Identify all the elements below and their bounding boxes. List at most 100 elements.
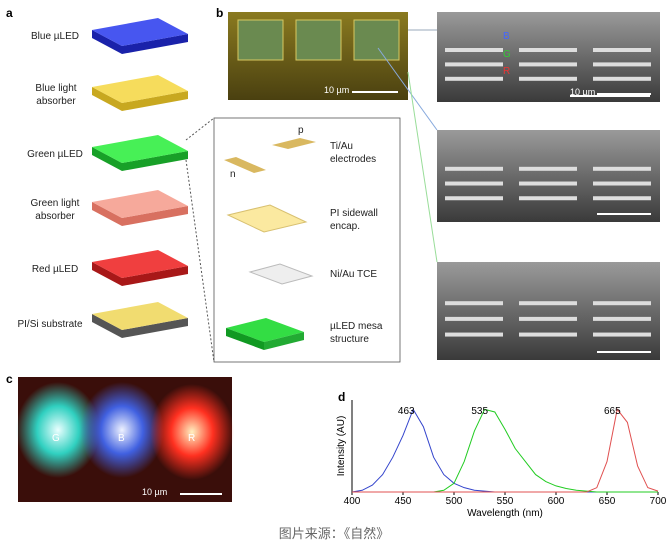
peak-label: 665 <box>604 406 621 417</box>
electrode-label: n <box>230 169 236 180</box>
red-pixel <box>150 384 234 480</box>
sem-layer <box>519 332 577 337</box>
electrode-n <box>224 157 266 173</box>
inset-box <box>213 117 401 363</box>
sem-layer <box>593 332 651 337</box>
slab-side <box>92 147 122 171</box>
x-tick-label: 600 <box>548 496 565 507</box>
slab-side <box>122 91 188 111</box>
layer-label: Blue light absorber <box>35 83 77 107</box>
x-tick-label: 500 <box>446 496 463 507</box>
pixel <box>353 19 400 61</box>
sem-layer <box>445 301 503 306</box>
sem-layer <box>445 48 503 52</box>
slab-side <box>122 206 188 226</box>
pixel-label: R <box>188 433 196 444</box>
slab-top <box>92 302 188 330</box>
inset-label: PI sidewall encap. <box>330 208 378 232</box>
electrode-label: p <box>298 125 304 136</box>
mesa <box>226 318 304 342</box>
y-axis-label: Intensity (AU) <box>336 416 347 477</box>
sem-images <box>437 12 660 360</box>
sem-layer <box>445 62 503 67</box>
spectrum-line <box>352 408 658 493</box>
sem-layer <box>519 316 577 321</box>
slab-side <box>122 266 188 286</box>
sem-layer <box>593 301 651 306</box>
peak-label: 463 <box>398 406 415 417</box>
sem-layer <box>445 332 503 337</box>
sem-layer <box>519 76 577 81</box>
sem-label: G <box>503 49 511 60</box>
sem-layer <box>445 196 503 201</box>
sem-layer <box>593 166 651 171</box>
sem-layer <box>593 316 651 321</box>
slab-side <box>122 34 188 54</box>
electrode-p <box>272 138 316 149</box>
connector <box>377 47 438 131</box>
layer-label: Green light absorber <box>30 198 80 222</box>
connector <box>407 71 438 263</box>
sem-image <box>437 130 660 222</box>
sem-layer <box>445 316 503 321</box>
scale-label: 10 µm <box>142 487 168 497</box>
spectrum-line <box>352 408 659 493</box>
x-tick-label: 450 <box>395 496 412 507</box>
sem-layer <box>593 62 651 67</box>
sem-layer <box>519 301 577 306</box>
sem-image <box>437 262 660 360</box>
spectrum-line <box>351 408 658 493</box>
x-tick-label: 700 <box>650 496 667 507</box>
layer-label: Green µLED <box>27 149 83 160</box>
sem-layer <box>519 48 577 52</box>
panel-label: d <box>338 390 346 404</box>
sem-layer <box>593 181 651 186</box>
pixel-label: G <box>52 433 60 444</box>
caption: 图片来源：《自然》 <box>279 526 390 541</box>
x-tick-label: 400 <box>344 496 361 507</box>
sem-layer <box>593 196 651 201</box>
sem-label: R <box>503 66 511 77</box>
x-tick-label: 650 <box>599 496 616 507</box>
connector <box>185 117 215 141</box>
panel-label: b <box>216 6 224 20</box>
blue-pixel <box>80 382 164 478</box>
green-pixel <box>16 382 100 478</box>
peak-label: 535 <box>471 406 488 417</box>
pixel <box>237 19 284 61</box>
slab-side <box>122 151 188 171</box>
inset-label: µLED mesa structure <box>330 321 383 345</box>
scale-label: 10 µm <box>570 87 596 97</box>
pixel-label: B <box>118 433 125 444</box>
sem-layer <box>519 196 577 201</box>
mesa-side <box>226 328 264 350</box>
panel-label: c <box>6 372 13 386</box>
sem-layer <box>593 48 651 52</box>
sem-layer <box>593 76 651 81</box>
sem-label: B <box>503 31 510 42</box>
sem-layer <box>445 76 503 81</box>
inset-label: Ti/Au electrodes <box>330 141 377 165</box>
mesa-side <box>264 332 304 350</box>
inset-label: Ni/Au TCE <box>330 269 378 280</box>
slab-side <box>92 262 122 286</box>
tce <box>248 263 314 285</box>
slab-top <box>92 18 188 46</box>
sem-image <box>437 12 660 102</box>
pi-encap <box>226 204 308 233</box>
slab-side <box>92 202 122 226</box>
sem-layer <box>519 181 577 186</box>
pixel <box>295 19 342 61</box>
sem-layer <box>445 166 503 171</box>
x-axis-label: Wavelength (nm) <box>467 508 543 519</box>
sem-layer <box>519 62 577 67</box>
slab-top <box>92 75 188 103</box>
slab-top <box>92 190 188 218</box>
layer-illustrations <box>92 18 188 338</box>
panel-label: a <box>6 6 13 20</box>
scale-label: 10 µm <box>324 85 350 95</box>
slab-side <box>122 318 188 338</box>
sem-layer <box>519 166 577 171</box>
sem-layer <box>445 181 503 186</box>
